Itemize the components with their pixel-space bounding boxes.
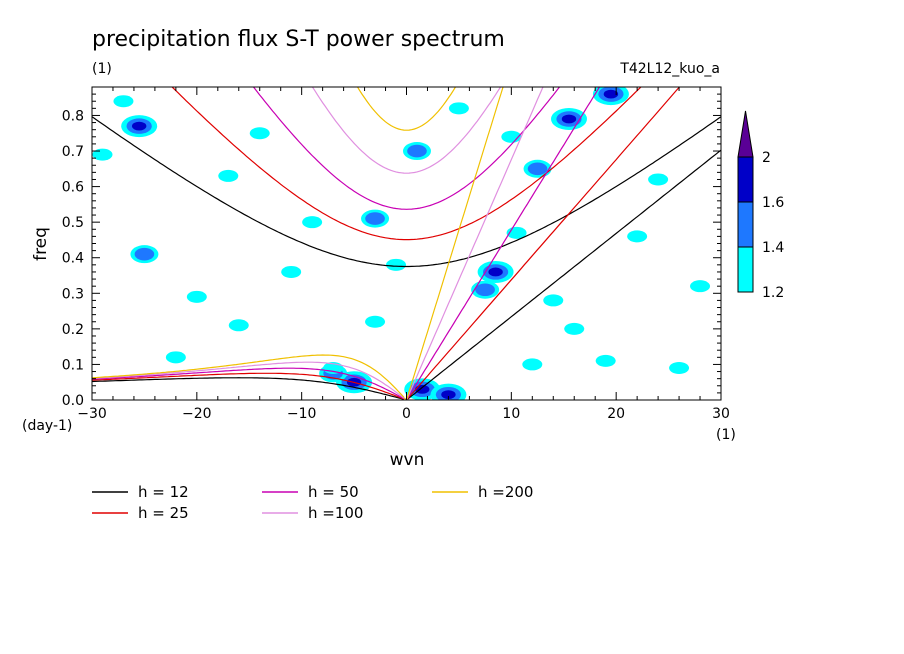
x-unit-label: (1) — [716, 427, 736, 443]
x-tick-label: 30 — [712, 406, 730, 422]
shaded-blob — [281, 265, 302, 278]
y-tick-label: 0.7 — [62, 144, 84, 160]
colorbar-label: 1.6 — [762, 195, 784, 211]
y-axis: 0.0 0.1 0.2 0.3 0.4 0.5 0.6 0.7 0.8 — [62, 86, 721, 409]
shaded-blob — [134, 247, 155, 261]
y-tick-label: 0.4 — [62, 251, 84, 267]
colorbar: 1.2 1.4 1.6 2 — [737, 110, 784, 301]
rossby-curve — [92, 372, 405, 400]
shaded-blob — [527, 162, 548, 176]
inertio-gravity-curve — [252, 87, 561, 210]
shaded-blob — [415, 384, 430, 394]
kelvin-curve — [406, 87, 681, 400]
shaded-blob — [365, 212, 385, 225]
rossby-curve — [92, 377, 405, 400]
shaded-blob — [186, 290, 207, 303]
shaded-blob — [302, 216, 323, 229]
shaded-blob — [165, 351, 186, 364]
colorbar-segment — [737, 201, 754, 248]
shaded-blob — [407, 144, 427, 158]
y-tick-label: 0.1 — [62, 357, 84, 373]
colorbar-segment — [737, 246, 754, 293]
x-tick-label: 20 — [607, 406, 625, 422]
shaded-blob — [228, 319, 249, 332]
shaded-blob — [564, 322, 585, 335]
shaded-blob — [690, 280, 711, 293]
kelvin-curve — [406, 149, 721, 400]
shaded-blob — [669, 361, 690, 374]
shaded-blob — [92, 148, 113, 161]
x-tick-label: −30 — [77, 406, 107, 422]
shaded-blob — [218, 169, 239, 182]
legend: h = 12 h = 25 h = 50 h =100 h =200 — [92, 483, 533, 522]
inertio-gravity-curve — [92, 116, 721, 268]
plot-frame — [91, 86, 722, 401]
shaded-regions — [92, 87, 711, 400]
y-tick-label: 0.0 — [62, 393, 84, 409]
colorbar-segment — [737, 156, 754, 203]
y-unit-label: (day-1) — [22, 418, 72, 434]
legend-entry: h =200 — [478, 483, 533, 501]
legend-entry: h = 50 — [308, 483, 359, 501]
y-tick-label: 0.5 — [62, 215, 84, 231]
shaded-blob — [648, 173, 669, 186]
legend-entry: h = 12 — [138, 483, 189, 501]
shaded-blob — [441, 390, 456, 400]
legend-entry: h = 25 — [138, 504, 189, 522]
y-tick-label: 0.8 — [62, 108, 84, 124]
x-tick-label: −20 — [182, 406, 212, 422]
units-label: (1) — [92, 61, 112, 77]
colorbar-extend-arrow — [737, 110, 754, 158]
rossby-curve — [92, 367, 405, 400]
y-tick-label: 0.2 — [62, 322, 84, 338]
y-tick-label: 0.6 — [62, 180, 84, 196]
shaded-blob — [543, 294, 564, 307]
colorbar-label: 2 — [762, 150, 771, 166]
kelvin-curve — [405, 87, 544, 400]
chart-title: precipitation flux S-T power spectrum — [92, 27, 505, 52]
inertio-gravity-curve — [356, 87, 457, 131]
x-tick-label: 0 — [402, 406, 411, 422]
shaded-blob — [603, 89, 619, 99]
shaded-blob — [448, 102, 469, 115]
shaded-blob — [561, 114, 577, 124]
shaded-blob — [131, 121, 147, 131]
x-tick-label: 10 — [502, 406, 520, 422]
colorbar-label: 1.2 — [762, 285, 784, 301]
x-axis-label: wvn — [390, 450, 425, 470]
shaded-blob — [475, 283, 495, 297]
x-tick-label: −10 — [287, 406, 317, 422]
x-axis: −30 −20 −10 0 10 20 30 — [77, 87, 730, 422]
shaded-blob — [627, 230, 648, 243]
kelvin-curve — [405, 87, 504, 400]
shaded-blob — [365, 315, 386, 328]
shaded-blob — [113, 95, 134, 108]
rossby-curve — [92, 361, 405, 399]
inertio-gravity-curve — [311, 87, 502, 174]
y-axis-label: freq — [31, 227, 51, 261]
y-tick-label: 0.3 — [62, 286, 84, 302]
dispersion-curves — [92, 87, 721, 400]
kelvin-curve — [405, 87, 601, 400]
run-id-label: T42L12_kuo_a — [619, 61, 720, 77]
legend-entry: h =100 — [308, 504, 363, 522]
shaded-blob — [488, 267, 503, 277]
colorbar-label: 1.4 — [762, 240, 784, 256]
rossby-curve — [92, 354, 405, 398]
shaded-blob — [386, 258, 407, 271]
shaded-blob — [595, 354, 616, 367]
shaded-blob — [249, 127, 270, 140]
inertio-gravity-curve — [171, 87, 642, 241]
shaded-blob — [522, 358, 543, 371]
